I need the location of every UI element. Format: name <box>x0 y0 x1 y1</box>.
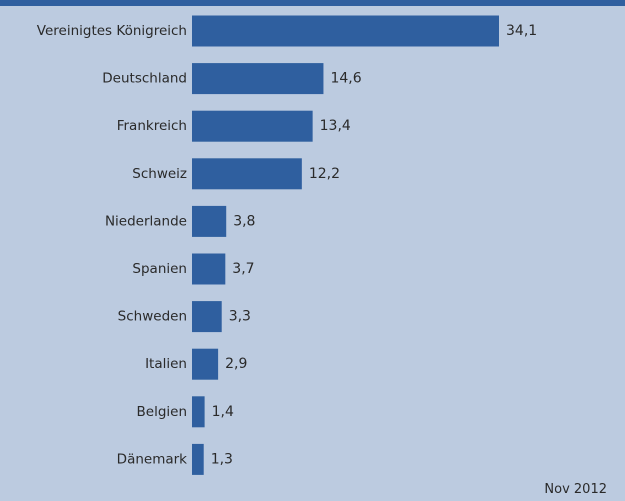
value-label: 3,3 <box>229 309 251 325</box>
bar <box>192 301 222 332</box>
bar <box>192 111 313 142</box>
category-label: Italien <box>145 356 187 372</box>
value-label: 12,2 <box>309 166 340 182</box>
category-label: Deutschland <box>102 71 187 87</box>
value-label: 34,1 <box>506 23 537 39</box>
value-label: 3,7 <box>232 261 254 277</box>
category-label: Dänemark <box>117 451 188 467</box>
value-label: 3,8 <box>233 213 255 229</box>
value-label: 2,9 <box>225 356 247 372</box>
bar <box>192 16 499 47</box>
bar <box>192 206 226 237</box>
bar <box>192 396 205 427</box>
category-label: Spanien <box>132 261 187 277</box>
bar <box>192 349 218 380</box>
value-label: 1,4 <box>212 404 234 420</box>
bar <box>192 254 225 285</box>
bar <box>192 444 204 475</box>
category-label: Schweiz <box>132 166 187 182</box>
category-label: Belgien <box>137 404 188 420</box>
value-label: 1,3 <box>211 451 233 467</box>
category-label: Vereinigtes Königreich <box>37 23 187 39</box>
bar <box>192 158 302 189</box>
value-label: 13,4 <box>320 118 351 134</box>
bar <box>192 63 323 94</box>
category-label: Niederlande <box>105 213 187 229</box>
footer-date: Nov 2012 <box>544 482 607 497</box>
value-label: 14,6 <box>330 71 361 87</box>
category-label: Frankreich <box>117 118 187 134</box>
category-label: Schweden <box>118 309 187 325</box>
